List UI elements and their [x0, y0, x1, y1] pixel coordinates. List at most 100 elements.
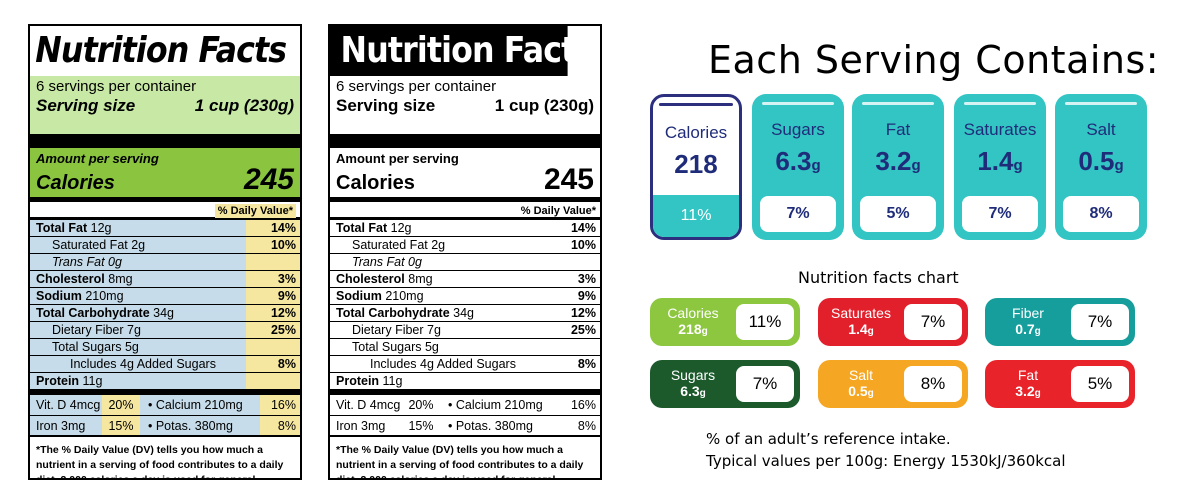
- mineral-name: • Potas. 380mg: [448, 418, 533, 433]
- pill-value: 3.2g: [985, 383, 1071, 402]
- nutrient-daily-value: 3%: [577, 272, 596, 286]
- nutrient-daily-value: 8%: [577, 357, 596, 371]
- tile-value: 218: [653, 149, 739, 180]
- nutrient-daily-value: 10%: [246, 237, 300, 253]
- nutrient-daily-value: 25%: [246, 322, 300, 338]
- nutrient-name-bold: Total Carbohydrate: [36, 305, 150, 320]
- tile-value-number: 218: [674, 149, 718, 179]
- tile-cap-line: [762, 102, 834, 105]
- chart-pill-fiber: Fiber 0.7g 7%: [985, 298, 1135, 346]
- tile-value: 1.4g: [954, 146, 1046, 177]
- nutrient-name: Cholesterol 8mg: [30, 271, 133, 288]
- serving-tile-fat: Fat 3.2g 5%: [852, 94, 944, 240]
- nutrient-name-bold: Total Fat: [36, 220, 88, 235]
- daily-value-header-text: % Daily Value*: [520, 205, 596, 217]
- nutrient-daily-value: 25%: [570, 323, 596, 337]
- pill-value-unit: g: [701, 325, 708, 337]
- vitamin-rows: Vit. D 4mcg 20% • Calcium 210mg 16% Iron 3mg…: [30, 395, 300, 437]
- nutrient-daily-value: [246, 373, 300, 389]
- pill-value-unit: g: [1034, 387, 1041, 399]
- pill-value-number: 218: [678, 320, 702, 337]
- nutrient-name: Includes 4g Added Sugars: [30, 356, 216, 373]
- tile-value-unit: g: [811, 157, 821, 174]
- pill-label: Fat 3.2g: [985, 367, 1071, 402]
- pill-name: Fiber: [1012, 304, 1044, 321]
- nutrient-row: Protein 11g: [30, 373, 300, 395]
- intake-note: % of an adult’s reference intake. Typica…: [706, 428, 1066, 472]
- pill-value-number: 1.4: [848, 320, 868, 337]
- daily-value-header: % Daily Value*: [30, 202, 300, 220]
- tile-name: Sugars: [771, 120, 825, 139]
- nutrient-name-amount: Total Sugars 5g: [52, 339, 139, 354]
- vitamin-daily-value: 15%: [102, 416, 140, 435]
- serving-size-row: Serving size 1 cup (230g): [36, 96, 294, 116]
- nutrient-name-amount: Saturated Fat 2g: [52, 237, 146, 252]
- nutrient-name: Dietary Fiber 7g: [30, 322, 141, 339]
- vitamin-daily-value: 20%: [408, 398, 434, 412]
- nutrient-name: Total Sugars 5g: [330, 339, 439, 356]
- chart-pill-sugars: Sugars 6.3g 7%: [650, 360, 800, 408]
- nutrition-label-color: Nutrition Facts 6 servings per container…: [28, 24, 302, 480]
- nutrient-name: Trans Fat 0g: [330, 254, 422, 271]
- tile-value: 3.2g: [852, 146, 944, 177]
- nutrient-row: Total Carbohydrate 34g 12%: [30, 305, 300, 322]
- chart-pill-fat: Fat 3.2g 5%: [985, 360, 1135, 408]
- serving-tile-salt: Salt 0.5g 8%: [1055, 94, 1147, 240]
- nutrient-row: Dietary Fiber 7g 25%: [330, 322, 600, 339]
- pill-value-number: 0.5: [848, 382, 868, 399]
- nutrient-name-amount: 12g: [87, 220, 112, 235]
- nutrient-row: Total Sugars 5g: [30, 339, 300, 356]
- nutrient-name: Total Fat 12g: [30, 220, 112, 237]
- nutrient-row: Total Fat 12g 14%: [30, 220, 300, 237]
- mineral-daily-value: 8%: [260, 416, 300, 435]
- pill-percent: 7%: [904, 304, 962, 340]
- nutrient-name: Sodium 210mg: [30, 288, 124, 305]
- nutrient-daily-value: [246, 339, 300, 355]
- nutrient-name: Includes 4g Added Sugars: [330, 356, 516, 373]
- nutrient-name-amount: 11g: [379, 374, 403, 388]
- nutrient-daily-value: 3%: [246, 271, 300, 287]
- nutrient-daily-value: 9%: [577, 289, 596, 303]
- vitamin-daily-value: 15%: [408, 419, 434, 433]
- nutrient-name-amount: 34g: [149, 305, 175, 320]
- nutrient-daily-value: 12%: [246, 305, 300, 321]
- pill-value-number: 0.7: [1015, 320, 1035, 337]
- nutrient-name: Protein 11g: [30, 373, 102, 390]
- nutrient-daily-value: 8%: [246, 356, 300, 372]
- nutrient-daily-value: [246, 254, 300, 270]
- calories-row: Calories 245: [336, 165, 594, 195]
- nutrient-name-bold: Protein: [336, 374, 380, 388]
- pill-value: 218g: [650, 321, 736, 340]
- nutrient-name-bold: Total Fat: [336, 220, 388, 235]
- tile-value: 6.3g: [752, 146, 844, 177]
- tile-name: Saturates: [963, 120, 1037, 139]
- nutrient-row: Trans Fat 0g: [330, 254, 600, 271]
- chart-pill-calories: Calories 218g 11%: [650, 298, 800, 346]
- daily-value-header: % Daily Value*: [330, 202, 600, 220]
- nutrient-row: Includes 4g Added Sugars 8%: [30, 356, 300, 373]
- serving-size-label: Serving size: [36, 96, 136, 115]
- nutrient-name-amount: Includes 4g Added Sugars: [70, 356, 216, 371]
- nutrient-name-bold: Cholesterol: [36, 271, 105, 286]
- pill-name: Fat: [1017, 366, 1039, 383]
- nutrient-daily-value: 9%: [246, 288, 300, 304]
- serving-size-value: 1 cup (230g): [194, 96, 294, 115]
- pill-percent: 5%: [1071, 366, 1129, 402]
- nutrient-name: Dietary Fiber 7g: [330, 322, 441, 339]
- intake-note-line2: Typical values per 100g: Energy 1530kJ/3…: [706, 452, 1066, 470]
- tile-value-unit: g: [1114, 157, 1124, 174]
- vitamin-row: Iron 3mg 15% • Potas. 380mg 8%: [30, 416, 300, 437]
- vitamin-rows: Vit. D 4mcg 20% • Calcium 210mg 16% Iron 3mg…: [330, 395, 600, 437]
- pill-percent: 7%: [736, 366, 794, 402]
- tile-name: Salt: [1086, 120, 1116, 139]
- pill-label: Salt 0.5g: [818, 367, 904, 402]
- nutrient-name: Total Sugars 5g: [30, 339, 139, 356]
- servings-per-container: 6 servings per container: [36, 78, 197, 95]
- footnote: *The % Daily Value (DV) tells you how mu…: [36, 444, 284, 480]
- nutrient-name: Protein 11g: [330, 373, 402, 390]
- tile-cap-line: [1065, 102, 1137, 105]
- pill-value-unit: g: [867, 387, 874, 399]
- vitamin-name: Vit. D 4mcg: [36, 398, 101, 412]
- nutrient-row: Dietary Fiber 7g 25%: [30, 322, 300, 339]
- nutrient-daily-value: [546, 254, 600, 270]
